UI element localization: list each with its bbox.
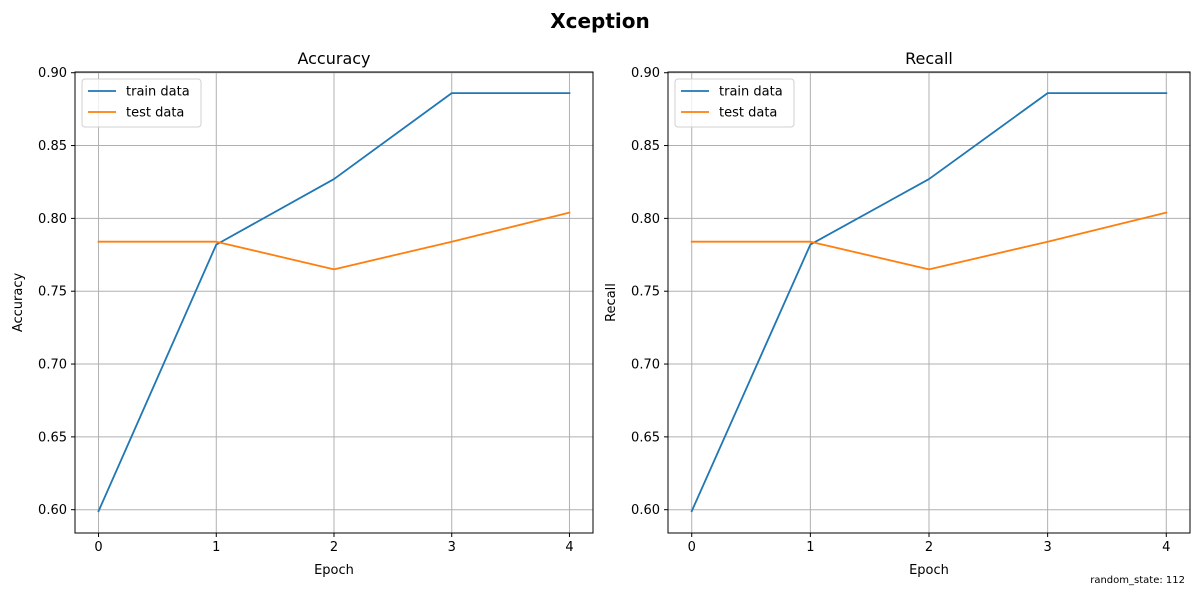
- y-tick-label: 0.90: [631, 66, 660, 81]
- chart-panel-1: 0 1 2 3 4 0.60 0.65 0.70 0.75 0.80 0.85 0.90 Accurac…: [11, 49, 594, 578]
- legend-label: train data: [126, 85, 190, 100]
- y-tick-label: 0.65: [631, 430, 660, 445]
- series-line-train-data: [690, 92, 1168, 513]
- y-tick-label: 0.75: [38, 285, 67, 300]
- y-tick-label: 0.90: [38, 66, 67, 81]
- x-tick-label: 4: [1162, 540, 1170, 555]
- x-tick-label: 3: [448, 540, 456, 555]
- x-tick-label: 1: [806, 540, 814, 555]
- axes-title: Accuracy: [297, 49, 370, 68]
- legend-label: train data: [719, 85, 783, 100]
- y-tick-label: 0.60: [631, 503, 660, 518]
- series-line-test-data: [97, 211, 571, 271]
- y-tick-label: 0.85: [38, 139, 67, 154]
- x-tick-label: 0: [688, 540, 696, 555]
- x-tick-label: 2: [330, 540, 338, 555]
- y-axis-label: Accuracy: [11, 273, 26, 333]
- axes-title: Recall: [905, 49, 953, 68]
- figure-title: Xception: [550, 9, 650, 33]
- x-axis-label: Epoch: [314, 563, 354, 578]
- legend-label: test data: [719, 106, 777, 121]
- series-line-train-data: [97, 92, 571, 513]
- x-tick-label: 4: [565, 540, 573, 555]
- legend-label: test data: [126, 106, 184, 121]
- x-tick-label: 2: [925, 540, 933, 555]
- series-line-test-data: [690, 211, 1168, 271]
- y-tick-label: 0.60: [38, 503, 67, 518]
- x-tick-label: 1: [212, 540, 220, 555]
- y-axis-label: Recall: [604, 283, 619, 322]
- legend: train data test data: [81, 78, 202, 128]
- x-tick-label: 0: [94, 540, 102, 555]
- chart-panel-2: 0 1 2 3 4 0.60 0.65 0.70 0.75 0.80 0.85 0.90 Recall E…: [604, 49, 1191, 578]
- y-tick-label: 0.80: [38, 212, 67, 227]
- y-tick-label: 0.70: [631, 358, 660, 373]
- x-axis-label: Epoch: [909, 563, 949, 578]
- y-tick-label: 0.70: [38, 358, 67, 373]
- y-tick-label: 0.85: [631, 139, 660, 154]
- y-tick-label: 0.80: [631, 212, 660, 227]
- footnote: random_state: 112: [1090, 575, 1185, 586]
- y-tick-label: 0.75: [631, 285, 660, 300]
- x-tick-label: 3: [1043, 540, 1051, 555]
- legend: train data test data: [674, 78, 795, 128]
- y-tick-label: 0.65: [38, 430, 67, 445]
